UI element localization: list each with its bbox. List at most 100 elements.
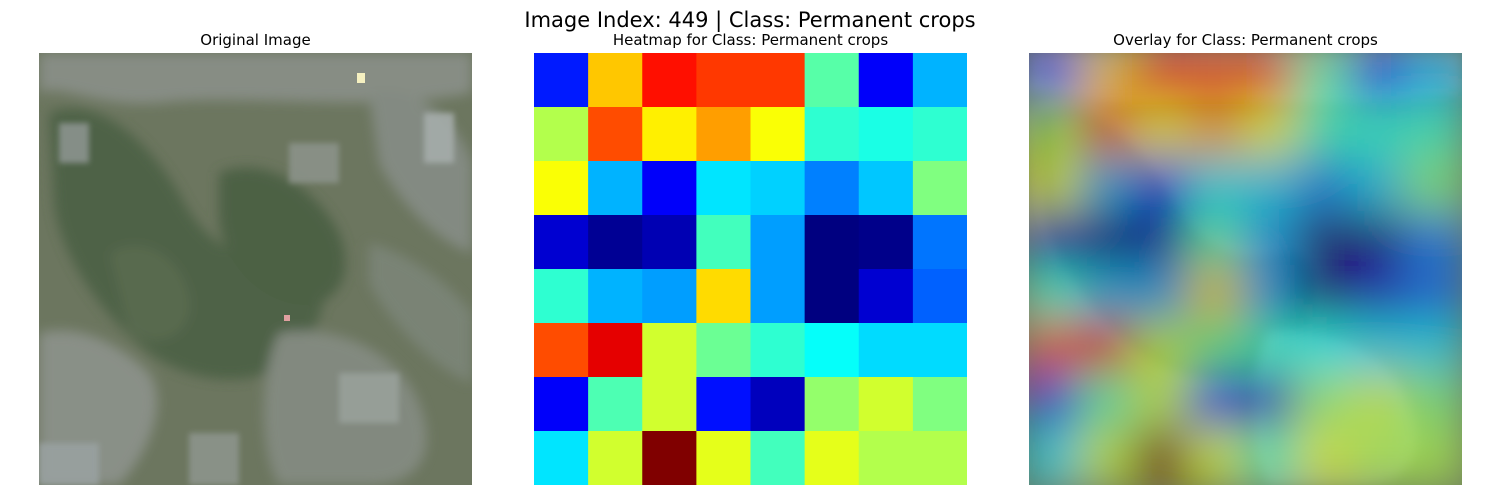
heatmap-cell — [696, 161, 752, 216]
heatmap-cell — [696, 107, 752, 162]
heatmap-cell — [858, 431, 914, 485]
overlay-heat-cell — [1133, 265, 1196, 327]
overlay-heat-cell — [1349, 103, 1412, 165]
overlay-heat-cell — [1029, 211, 1088, 273]
overlay-heat-cell — [1403, 427, 1462, 485]
overlay-heat-cell — [1029, 373, 1088, 435]
heatmap-cell — [642, 431, 697, 485]
heatmap-cell — [642, 215, 697, 270]
heatmap-cell — [750, 377, 806, 432]
overlay-heat-cell — [1187, 211, 1250, 273]
heatmap-cell — [588, 215, 643, 270]
overlay-heat-cell — [1241, 265, 1304, 327]
heatmap-panel — [534, 53, 967, 485]
overlay-heat-cell — [1133, 427, 1196, 485]
overlay-heat-cell — [1241, 157, 1304, 219]
heatmap-cell — [912, 377, 967, 432]
heatmap-cell — [588, 269, 643, 324]
overlay-heat-cell — [1133, 157, 1196, 219]
overlay-heat-cell — [1349, 157, 1412, 219]
heatmap-cell — [642, 53, 697, 108]
heatmap-cell — [912, 323, 967, 378]
overlay-heat-cell — [1349, 265, 1412, 327]
overlay-heat-cell — [1187, 427, 1250, 485]
overlay-heat-cell — [1295, 319, 1358, 381]
overlay-heat-cell — [1187, 157, 1250, 219]
heatmap-cell — [858, 161, 914, 216]
heatmap-cell — [642, 161, 697, 216]
overlay-heat-cell — [1295, 427, 1358, 485]
heatmap-cell — [912, 53, 967, 108]
overlay-heat-cell — [1349, 53, 1412, 111]
heatmap-cell — [858, 269, 914, 324]
heatmap-cell — [696, 215, 752, 270]
heatmap-cell — [750, 161, 806, 216]
overlay-panel — [1029, 53, 1462, 485]
original-image-title: Original Image — [200, 31, 311, 49]
heatmap-cell — [588, 431, 643, 485]
heatmap-grid — [534, 53, 967, 485]
overlay-heat-cell — [1349, 373, 1412, 435]
heatmap-cell — [534, 323, 589, 378]
heatmap-cell — [858, 215, 914, 270]
overlay-heat-cell — [1079, 373, 1142, 435]
heatmap-cell — [534, 269, 589, 324]
overlay-heat-cell — [1133, 53, 1196, 111]
overlay-heat-cell — [1403, 319, 1462, 381]
overlay-heat-cell — [1029, 157, 1088, 219]
heatmap-cell — [696, 323, 752, 378]
heatmap-title: Heatmap for Class: Permanent crops — [612, 31, 889, 49]
heatmap-cell — [858, 323, 914, 378]
overlay-heat-cell — [1241, 319, 1304, 381]
overlay-heat-cell — [1403, 53, 1462, 111]
heatmap-cell — [804, 323, 860, 378]
overlay-heat-cell — [1133, 103, 1196, 165]
heatmap-cell — [804, 161, 860, 216]
overlay-title: Overlay for Class: Permanent crops — [1113, 31, 1378, 49]
overlay-heat-cell — [1295, 157, 1358, 219]
heatmap-cell — [804, 215, 860, 270]
overlay-heat-cell — [1187, 53, 1250, 111]
overlay-heat-cell — [1029, 319, 1088, 381]
heatmap-cell — [642, 107, 697, 162]
overlay-heat-cell — [1403, 211, 1462, 273]
overlay-heat-cell — [1187, 319, 1250, 381]
overlay-heat-cell — [1403, 157, 1462, 219]
heatmap-cell — [696, 377, 752, 432]
overlay-image — [1029, 53, 1462, 485]
heatmap-cell — [588, 161, 643, 216]
heatmap-cell — [912, 215, 967, 270]
overlay-heat-cell — [1295, 373, 1358, 435]
overlay-heat-cell — [1133, 373, 1196, 435]
overlay-heat-cell — [1187, 373, 1250, 435]
heatmap-cell — [804, 269, 860, 324]
overlay-heat-cell — [1079, 157, 1142, 219]
figure-title: Image Index: 449 | Class: Permanent crop… — [524, 8, 976, 32]
heatmap-cell — [588, 107, 643, 162]
overlay-heat-cell — [1029, 103, 1088, 165]
overlay-heat-cell — [1079, 265, 1142, 327]
heatmap-cell — [588, 53, 643, 108]
overlay-heat-cell — [1295, 103, 1358, 165]
original-satellite-image — [39, 53, 472, 485]
overlay-heat-cell — [1133, 211, 1196, 273]
overlay-heat-cell — [1187, 103, 1250, 165]
heatmap-cell — [642, 323, 697, 378]
heatmap-cell — [750, 107, 806, 162]
overlay-heat-cell — [1029, 53, 1088, 111]
heatmap-cell — [804, 107, 860, 162]
heatmap-cell — [534, 215, 589, 270]
heatmap-cell — [858, 53, 914, 108]
overlay-heat-cell — [1349, 319, 1412, 381]
overlay-heat-cell — [1403, 265, 1462, 327]
heatmap-cell — [534, 377, 589, 432]
heatmap-cell — [750, 215, 806, 270]
heatmap-cell — [534, 53, 589, 108]
overlay-heat-cell — [1079, 53, 1142, 111]
heatmap-cell — [534, 431, 589, 485]
heatmap-cell — [912, 161, 967, 216]
overlay-heat-cell — [1241, 211, 1304, 273]
overlay-heat-cell — [1403, 103, 1462, 165]
overlay-heat-cell — [1295, 53, 1358, 111]
heatmap-cell — [750, 53, 806, 108]
